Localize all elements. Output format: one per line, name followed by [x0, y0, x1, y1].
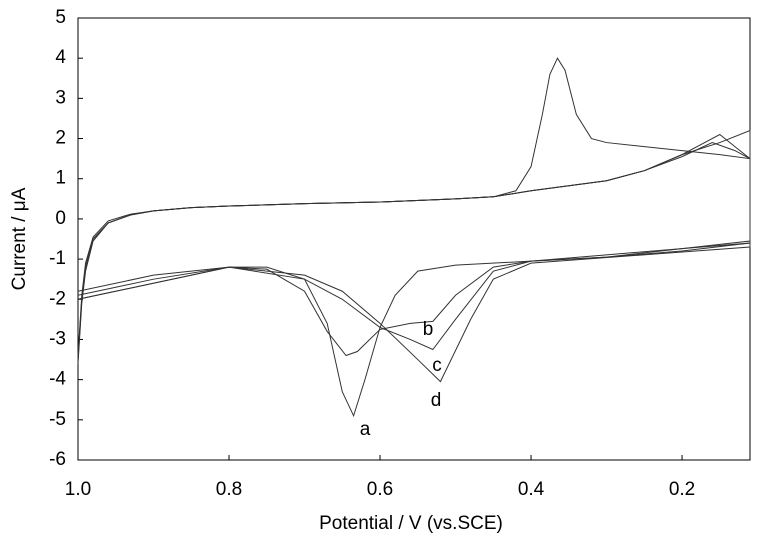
y-tick-label: 4 — [55, 47, 66, 68]
y-tick-label: -2 — [49, 288, 66, 309]
plot-frame — [77, 17, 751, 461]
y-tick-label: 0 — [55, 208, 66, 229]
y-tick-label: -6 — [49, 449, 66, 470]
curve — [77, 57, 751, 418]
x-tick-label: 0.4 — [518, 479, 545, 500]
x-tick-label: 1.0 — [65, 479, 91, 500]
curve — [77, 142, 751, 364]
y-tick-label: -5 — [49, 409, 66, 430]
y-tick-label: 5 — [55, 7, 66, 28]
x-tick-label: 0.6 — [367, 479, 393, 500]
curve — [77, 133, 751, 357]
curve — [77, 129, 751, 383]
y-tick-label: -4 — [49, 369, 66, 390]
curve-label: a — [360, 419, 371, 440]
curve-label: c — [432, 355, 442, 376]
y-tick-label: 2 — [55, 128, 66, 149]
curve-label: b — [423, 319, 434, 340]
x-tick-label: 0.2 — [669, 479, 695, 500]
curve-label: d — [431, 390, 442, 411]
y-axis-label: Current / μA — [9, 187, 30, 290]
x-axis-label: Potential / V (vs.SCE) — [319, 513, 503, 534]
y-tick-label: -3 — [49, 328, 66, 349]
y-tick-label: 1 — [55, 168, 66, 189]
x-tick-label: 0.8 — [216, 479, 242, 500]
y-tick-label: 3 — [55, 87, 66, 108]
y-tick-label: -1 — [49, 248, 66, 269]
